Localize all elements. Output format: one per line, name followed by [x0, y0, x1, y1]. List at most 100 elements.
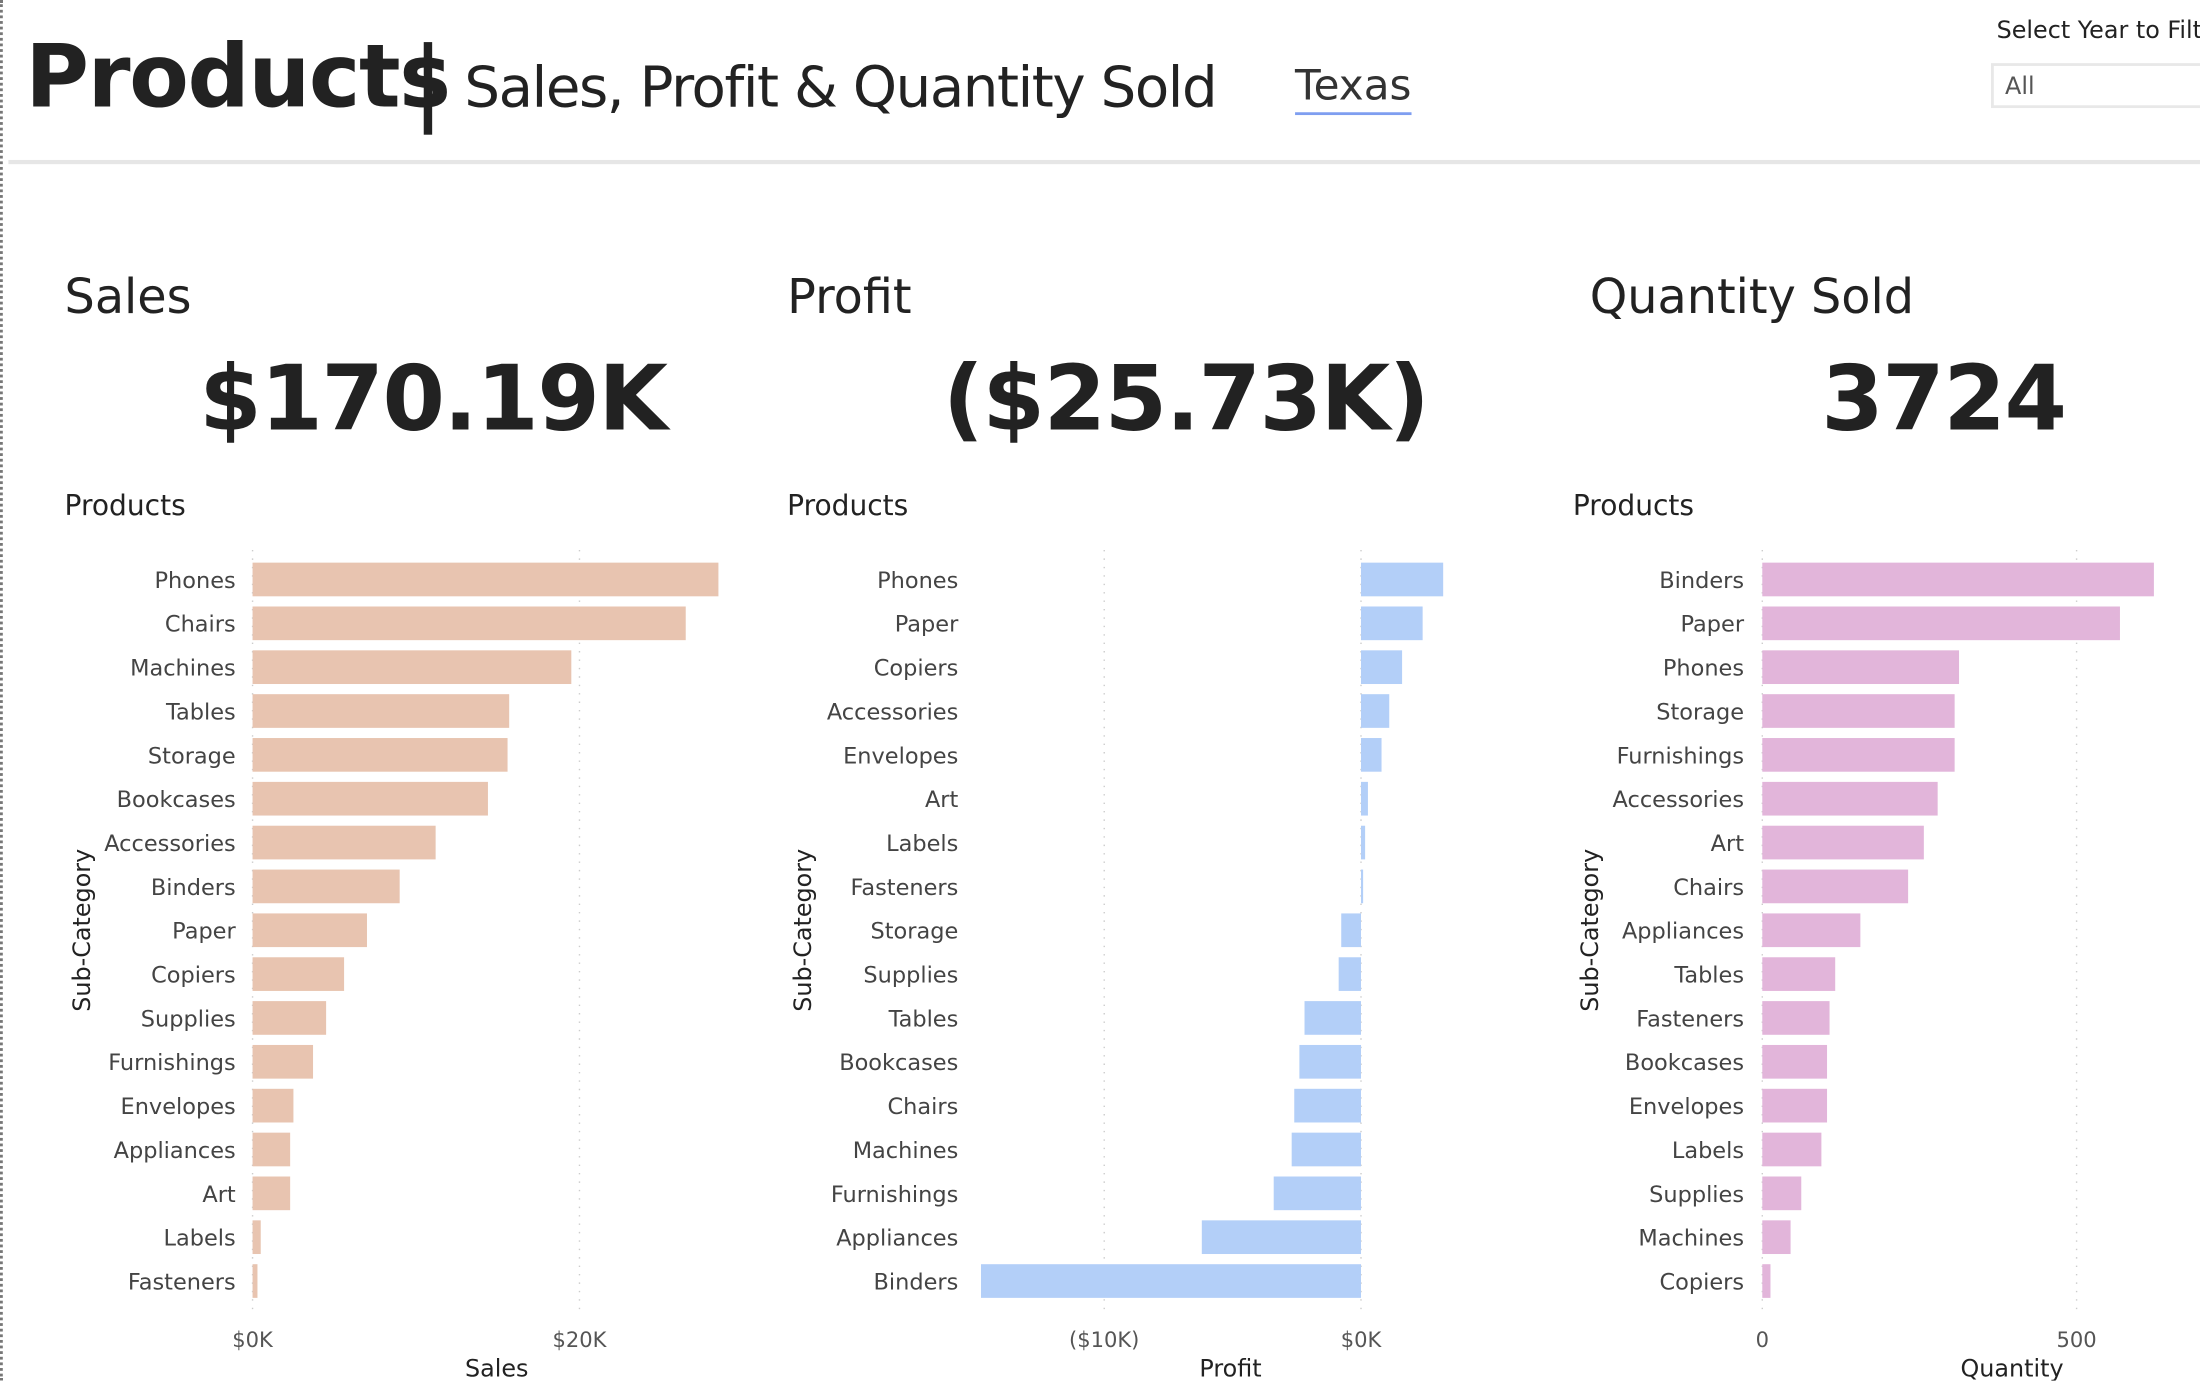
quantity-bar [1762, 1088, 1828, 1123]
year-slicer-dropdown[interactable]: All [1990, 63, 2200, 109]
profit-category-label: Copiers [874, 656, 959, 682]
profit-category-label: Envelopes [843, 743, 958, 769]
profit-category-label: Chairs [888, 1094, 959, 1120]
canvas-border [0, 0, 3, 1381]
profit-kpi-value: ($25.73K) [942, 347, 1430, 452]
sales-bar [252, 1044, 314, 1079]
profit-chart-title: Products [787, 488, 909, 522]
page-subtitle: Sales, Profit & Quantity Sold [464, 56, 1217, 121]
profit-kpi-title: Profit [787, 269, 912, 326]
sales-category-label: Phones [155, 568, 236, 594]
quantity-category-label: Phones [1663, 656, 1744, 682]
profit-bar [1294, 1088, 1362, 1123]
quantity-chart-title: Products [1572, 488, 1695, 522]
quantity-category-label: Copiers [1659, 1269, 1744, 1295]
profit-bar [1361, 562, 1444, 597]
sales-chart-title: Products [64, 488, 186, 522]
profit-bar [1299, 1044, 1362, 1079]
sales-bar [252, 1176, 291, 1211]
quantity-category-label: Bookcases [1625, 1050, 1744, 1076]
profit-category-label: Fasteners [850, 875, 958, 901]
sales-kpi-value: $170.19K [199, 347, 668, 452]
quantity-category-label: Envelopes [1629, 1094, 1744, 1120]
quantity-bar [1762, 869, 1909, 904]
profit-category-label: Art [925, 787, 959, 813]
sales-bar [252, 738, 508, 772]
sales-y-axis-title: Sub-Category [68, 849, 96, 1012]
sales-kpi-title: Sales [64, 269, 192, 326]
quantity-category-label: Binders [1659, 568, 1744, 594]
sales-bar [252, 694, 510, 728]
quantity-x-axis-title: Quantity [1961, 1354, 2064, 1380]
sales-bar [252, 1220, 261, 1255]
quantity-category-label: Art [1711, 831, 1745, 857]
quantity-category-label: Appliances [1622, 919, 1744, 945]
sales-x-tick-label: $0K [232, 1327, 274, 1352]
state-link[interactable]: Texas [1295, 62, 1412, 116]
profit-x-tick-label: $0K [1341, 1327, 1383, 1352]
sales-category-label: Chairs [165, 612, 236, 638]
profit-category-label: Paper [895, 612, 959, 638]
quantity-category-label: Labels [1672, 1138, 1744, 1164]
quantity-bar [1762, 1132, 1822, 1167]
sales-category-label: Tables [165, 699, 236, 725]
profit-bar [1338, 957, 1362, 991]
header-divider [8, 159, 2200, 165]
quantity-kpi-value: 3724 [1821, 347, 2067, 452]
quantity-bar [1762, 1176, 1802, 1211]
profit-y-axis-title: Sub-Category [789, 849, 817, 1012]
profit-bar [1273, 1176, 1362, 1211]
quantity-category-label: Furnishings [1617, 743, 1744, 769]
profit-category-label: Bookcases [839, 1050, 958, 1076]
sales-category-label: Fasteners [128, 1269, 236, 1295]
quantity-bar [1762, 1001, 1830, 1035]
profit-bar [1361, 650, 1403, 685]
profit-category-label: Binders [874, 1269, 959, 1295]
profit-x-tick-label: ($10K) [1069, 1327, 1139, 1352]
sales-category-label: Binders [151, 875, 236, 901]
quantity-x-tick-label: 500 [2057, 1327, 2097, 1352]
profit-bar [1201, 1220, 1362, 1255]
profit-category-label: Supplies [863, 963, 958, 989]
sales-category-label: Envelopes [121, 1094, 236, 1120]
profit-bar [1361, 738, 1382, 772]
profit-bar [1361, 869, 1364, 904]
quantity-category-label: Machines [1638, 1226, 1744, 1252]
quantity-category-label: Chairs [1673, 875, 1744, 901]
quantity-bar [1762, 825, 1924, 860]
sales-bar [252, 562, 719, 597]
sales-bar [252, 606, 686, 641]
profit-bar [1361, 694, 1390, 728]
profit-category-label: Machines [853, 1138, 959, 1164]
quantity-bar [1762, 781, 1938, 816]
profit-bar [1304, 1001, 1362, 1035]
page-title: Products [25, 25, 451, 128]
profit-category-label: Furnishings [831, 1182, 958, 1208]
quantity-bar [1762, 1264, 1771, 1298]
year-slicer-label: Select Year to Filter [1996, 16, 2200, 45]
profit-category-label: Accessories [827, 699, 959, 725]
sales-bar [252, 1264, 258, 1298]
quantity-bar [1762, 738, 1955, 772]
quantity-y-axis-title: Sub-Category [1576, 849, 1604, 1012]
profit-category-label: Storage [871, 919, 959, 945]
sales-category-label: Paper [172, 919, 236, 945]
sales-x-axis-title: Sales [465, 1354, 528, 1380]
sales-bar [252, 913, 367, 948]
quantity-bar [1762, 694, 1955, 728]
profit-bar [1361, 606, 1423, 641]
profit-bar [1291, 1132, 1362, 1167]
profit-category-label: Tables [888, 1006, 959, 1032]
profit-bar [1361, 825, 1366, 860]
quantity-bar [1762, 1220, 1791, 1255]
quantity-category-label: Tables [1673, 963, 1744, 989]
quantity-bar [1762, 1044, 1828, 1079]
quantity-category-label: Supplies [1649, 1182, 1744, 1208]
quantity-category-label: Accessories [1613, 787, 1745, 813]
profit-x-axis-title: Profit [1199, 1354, 1261, 1380]
sales-category-label: Art [202, 1182, 236, 1208]
sales-category-label: Appliances [114, 1138, 236, 1164]
quantity-bar [1762, 562, 2154, 597]
sales-bar [252, 957, 345, 991]
profit-bar [1361, 781, 1368, 816]
